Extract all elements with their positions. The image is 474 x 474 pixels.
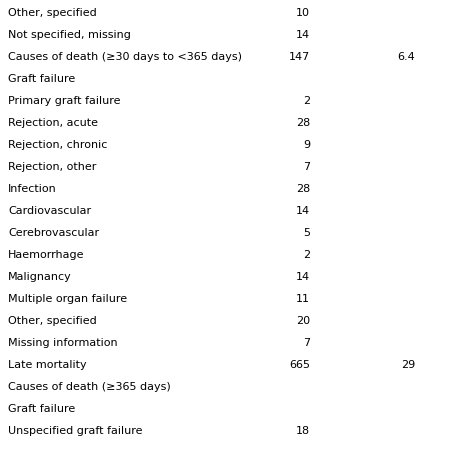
Text: Rejection, acute: Rejection, acute bbox=[8, 118, 98, 128]
Text: 28: 28 bbox=[296, 184, 310, 194]
Text: 147: 147 bbox=[289, 52, 310, 62]
Text: Other, specified: Other, specified bbox=[8, 316, 97, 326]
Text: 20: 20 bbox=[296, 316, 310, 326]
Text: 7: 7 bbox=[303, 338, 310, 348]
Text: 10: 10 bbox=[296, 8, 310, 18]
Text: 6.4: 6.4 bbox=[397, 52, 415, 62]
Text: Not specified, missing: Not specified, missing bbox=[8, 30, 131, 40]
Text: Other, specified: Other, specified bbox=[8, 8, 97, 18]
Text: Graft failure: Graft failure bbox=[8, 404, 75, 414]
Text: 29: 29 bbox=[401, 360, 415, 370]
Text: 11: 11 bbox=[296, 294, 310, 304]
Text: Cerebrovascular: Cerebrovascular bbox=[8, 228, 99, 238]
Text: Multiple organ failure: Multiple organ failure bbox=[8, 294, 127, 304]
Text: 9: 9 bbox=[303, 140, 310, 150]
Text: 28: 28 bbox=[296, 118, 310, 128]
Text: Primary graft failure: Primary graft failure bbox=[8, 96, 120, 106]
Text: Unspecified graft failure: Unspecified graft failure bbox=[8, 426, 143, 436]
Text: 5: 5 bbox=[303, 228, 310, 238]
Text: 18: 18 bbox=[296, 426, 310, 436]
Text: Haemorrhage: Haemorrhage bbox=[8, 250, 84, 260]
Text: 2: 2 bbox=[303, 250, 310, 260]
Text: Causes of death (≥30 days to <365 days): Causes of death (≥30 days to <365 days) bbox=[8, 52, 242, 62]
Text: Cardiovascular: Cardiovascular bbox=[8, 206, 91, 216]
Text: Causes of death (≥365 days): Causes of death (≥365 days) bbox=[8, 382, 171, 392]
Text: Graft failure: Graft failure bbox=[8, 74, 75, 84]
Text: Malignancy: Malignancy bbox=[8, 272, 72, 282]
Text: Infection: Infection bbox=[8, 184, 57, 194]
Text: Missing information: Missing information bbox=[8, 338, 118, 348]
Text: 665: 665 bbox=[289, 360, 310, 370]
Text: 7: 7 bbox=[303, 162, 310, 172]
Text: 14: 14 bbox=[296, 272, 310, 282]
Text: Rejection, chronic: Rejection, chronic bbox=[8, 140, 108, 150]
Text: Rejection, other: Rejection, other bbox=[8, 162, 96, 172]
Text: Late mortality: Late mortality bbox=[8, 360, 87, 370]
Text: 14: 14 bbox=[296, 30, 310, 40]
Text: 2: 2 bbox=[303, 96, 310, 106]
Text: 14: 14 bbox=[296, 206, 310, 216]
